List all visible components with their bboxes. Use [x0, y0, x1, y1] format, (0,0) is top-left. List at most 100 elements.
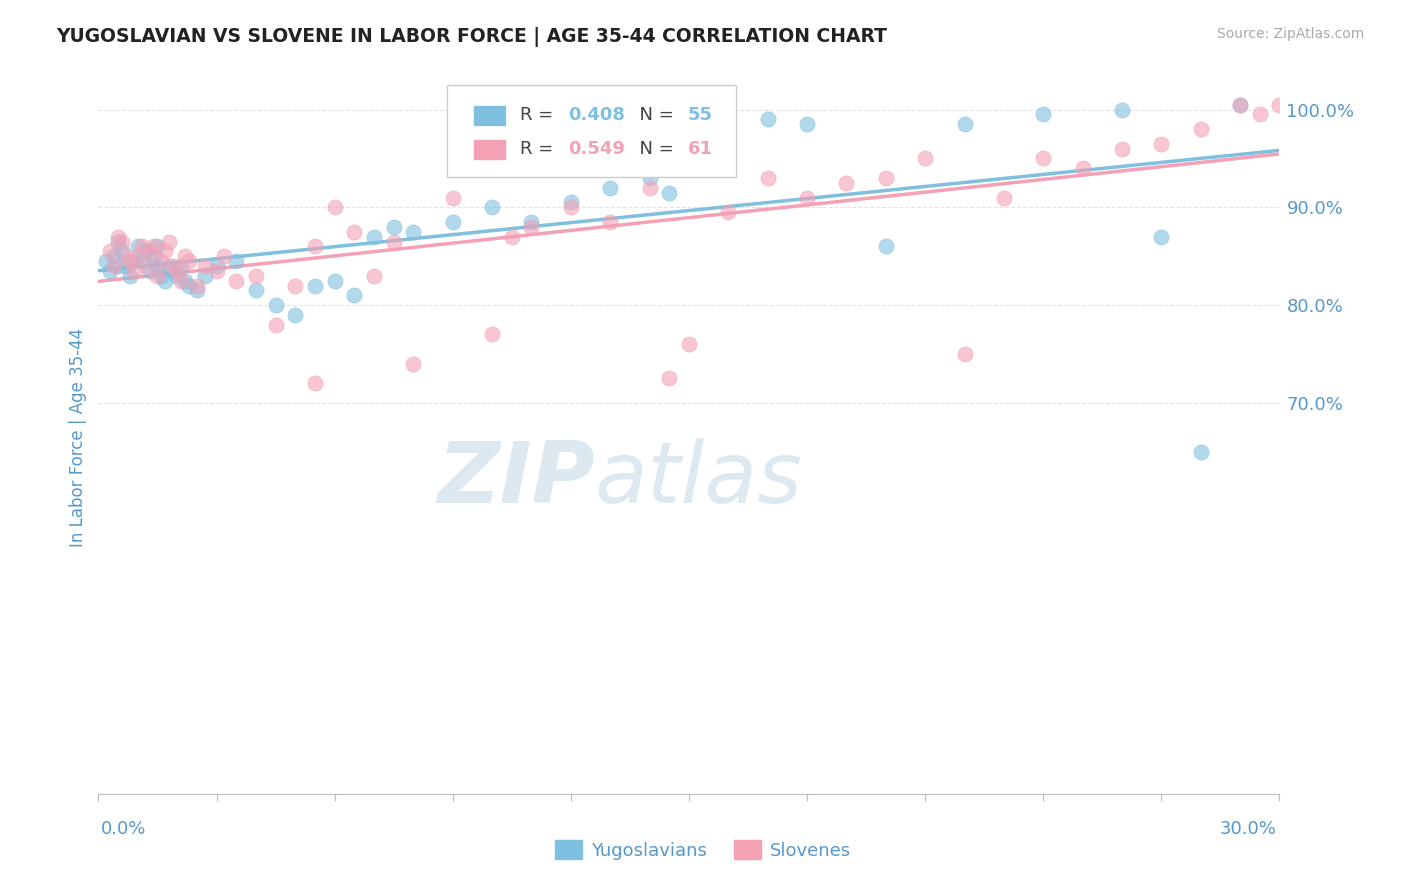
Point	[107, 259, 129, 273]
Point	[304, 239, 326, 253]
Point	[225, 274, 247, 288]
Point	[382, 219, 405, 234]
Point	[520, 219, 543, 234]
Y-axis label: In Labor Force | Age 35-44: In Labor Force | Age 35-44	[69, 327, 87, 547]
Point	[107, 235, 129, 249]
Point	[98, 244, 121, 259]
Point	[284, 278, 307, 293]
Point	[162, 259, 184, 273]
Point	[441, 215, 464, 229]
Point	[107, 229, 129, 244]
Point	[1268, 97, 1291, 112]
Point	[138, 264, 160, 278]
Point	[953, 347, 976, 361]
Point	[599, 215, 621, 229]
Point	[111, 235, 134, 249]
Point	[98, 264, 121, 278]
Point	[115, 259, 138, 273]
Point	[953, 117, 976, 131]
Point	[186, 278, 208, 293]
Point	[1229, 97, 1251, 112]
Point	[599, 181, 621, 195]
Point	[481, 200, 503, 214]
Point	[150, 268, 173, 283]
Point	[122, 254, 145, 268]
Point	[103, 249, 125, 263]
Point	[638, 171, 661, 186]
Point	[146, 268, 169, 283]
Text: 30.0%: 30.0%	[1220, 820, 1277, 838]
Point	[1032, 107, 1054, 121]
Text: 0.549: 0.549	[568, 141, 626, 159]
Point	[875, 171, 897, 186]
Point	[382, 235, 405, 249]
Point	[177, 278, 200, 293]
Text: R =: R =	[520, 141, 560, 159]
Point	[638, 181, 661, 195]
Point	[155, 244, 177, 259]
Point	[520, 215, 543, 229]
Point	[875, 239, 897, 253]
Point	[142, 239, 165, 253]
Point	[96, 254, 118, 268]
Point	[560, 200, 582, 214]
Point	[103, 259, 125, 273]
Point	[717, 205, 740, 219]
Point	[323, 274, 346, 288]
Point	[214, 249, 236, 263]
Point	[363, 229, 385, 244]
Point	[1111, 103, 1133, 117]
Point	[914, 152, 936, 166]
Point	[131, 254, 153, 268]
Point	[1249, 107, 1271, 121]
Point	[717, 132, 740, 146]
Point	[166, 264, 188, 278]
Point	[146, 239, 169, 253]
FancyBboxPatch shape	[447, 86, 737, 177]
Point	[245, 268, 267, 283]
Point	[177, 254, 200, 268]
Legend: Yugoslavians, Slovenes: Yugoslavians, Slovenes	[547, 833, 859, 867]
Point	[138, 244, 160, 259]
Point	[402, 357, 425, 371]
Point	[835, 176, 858, 190]
Point	[135, 244, 157, 259]
Point	[1229, 97, 1251, 112]
Point	[186, 284, 208, 298]
Text: atlas: atlas	[595, 438, 803, 522]
Point	[205, 259, 228, 273]
Text: ZIP: ZIP	[437, 438, 595, 522]
Point	[225, 254, 247, 268]
Point	[678, 103, 700, 117]
Point	[796, 117, 818, 131]
Point	[678, 337, 700, 351]
Point	[155, 274, 177, 288]
Point	[1111, 142, 1133, 156]
Point	[166, 268, 188, 283]
Text: R =: R =	[520, 106, 560, 124]
Point	[363, 268, 385, 283]
Point	[441, 191, 464, 205]
Point	[264, 298, 287, 312]
Point	[146, 259, 169, 273]
Point	[194, 268, 217, 283]
Point	[658, 371, 681, 385]
Point	[284, 308, 307, 322]
Point	[150, 254, 173, 268]
Point	[658, 186, 681, 200]
Point	[501, 229, 523, 244]
Point	[131, 239, 153, 253]
Point	[118, 268, 141, 283]
Point	[122, 264, 145, 278]
Point	[402, 225, 425, 239]
Point	[304, 376, 326, 391]
Point	[1032, 152, 1054, 166]
Point	[142, 249, 165, 263]
Point	[1150, 229, 1173, 244]
Text: Source: ZipAtlas.com: Source: ZipAtlas.com	[1216, 27, 1364, 41]
Point	[796, 191, 818, 205]
Point	[194, 259, 217, 273]
Point	[323, 200, 346, 214]
Point	[111, 244, 134, 259]
Text: YUGOSLAVIAN VS SLOVENE IN LABOR FORCE | AGE 35-44 CORRELATION CHART: YUGOSLAVIAN VS SLOVENE IN LABOR FORCE | …	[56, 27, 887, 46]
